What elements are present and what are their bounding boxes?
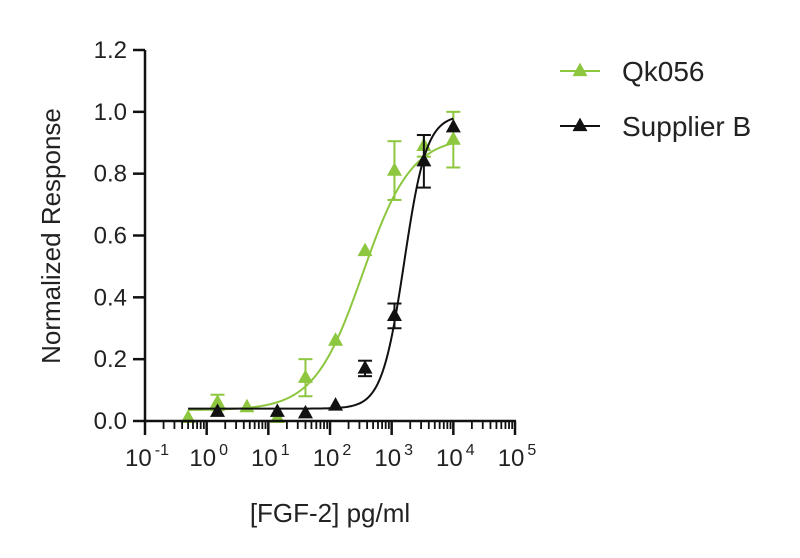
x-axis-ticks: 10 -1 10 0 10 1 10 2 10 3 10 4 10 5: [125, 421, 536, 472]
plot-area: [180, 110, 461, 424]
legend-label-qk056: Qk056: [622, 56, 705, 87]
data-point: [180, 409, 196, 424]
legend-item-qk056: Qk056: [560, 56, 705, 87]
data-point: [386, 162, 402, 176]
fit-curve: [188, 117, 454, 410]
x-tick-label: 10 5: [498, 442, 537, 472]
legend: Qk056 Supplier B: [560, 56, 751, 142]
data-point: [328, 332, 344, 346]
x-tick-label: 10 -1: [125, 442, 169, 472]
series-supplier-b: [188, 117, 461, 419]
data-point: [445, 118, 461, 133]
data-point: [416, 152, 432, 167]
x-tick-label: 10 3: [374, 442, 413, 472]
y-axis-ticks: 0.0 0.2 0.4 0.6 0.8 1.0 1.2: [94, 37, 145, 435]
x-tick-label: 10 4: [436, 442, 475, 472]
y-tick-label: 0.4: [94, 284, 127, 311]
y-tick-label: 0.0: [94, 408, 127, 435]
y-axis-title: Normalized Response: [36, 108, 66, 364]
x-tick-label: 10 2: [313, 442, 352, 472]
x-tick-label: 10 0: [189, 442, 228, 472]
y-tick-label: 0.2: [94, 346, 127, 373]
legend-marker-qk056: [572, 62, 588, 77]
data-point: [239, 398, 255, 413]
data-point: [328, 397, 344, 411]
y-tick-label: 1.2: [94, 37, 127, 64]
legend-item-supplier-b: Supplier B: [560, 111, 751, 142]
data-point: [357, 360, 373, 374]
axes: 0.00.20.40.60.81.01.2 10 -1 10 0 10 1 10 2 10 3 10…: [94, 37, 537, 472]
legend-marker-supplier-b: [572, 117, 588, 132]
x-axis-title: [FGF-2] pg/ml: [250, 498, 410, 528]
data-point: [297, 404, 313, 419]
series-qk056: [180, 110, 461, 424]
legend-label-supplier-b: Supplier B: [622, 111, 751, 142]
y-tick-label: 0.8: [94, 161, 127, 188]
data-point: [210, 394, 226, 408]
data-point: [445, 131, 461, 145]
data-point: [357, 242, 373, 257]
data-point: [269, 403, 285, 417]
data-point: [210, 403, 226, 417]
x-tick-label: 10 1: [251, 442, 290, 472]
data-point: [297, 369, 313, 383]
y-tick-label: 0.6: [94, 223, 127, 250]
fit-curve: [188, 142, 454, 411]
data-point: [386, 307, 402, 322]
y-tick-label: 1.0: [94, 99, 127, 126]
